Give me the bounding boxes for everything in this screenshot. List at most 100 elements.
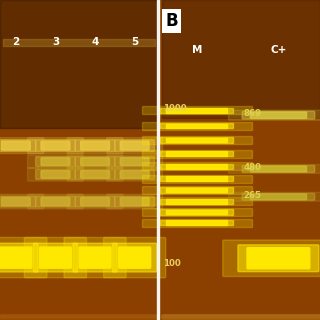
Bar [0,315,158,317]
Bar [162,317,320,320]
Bar [162,317,320,320]
FancyBboxPatch shape [75,196,115,207]
Bar [0,316,158,319]
Bar [162,316,320,318]
Bar [162,315,320,318]
FancyBboxPatch shape [79,247,111,268]
Bar [0,316,158,319]
Bar [142,149,252,158]
Bar [162,316,320,319]
FancyBboxPatch shape [115,140,155,151]
Bar [0,315,158,317]
Bar [0,317,158,319]
FancyBboxPatch shape [75,140,115,151]
Bar [162,317,320,320]
Bar [0,316,158,319]
FancyBboxPatch shape [81,171,109,178]
Bar [160,164,233,169]
Bar [0,316,158,319]
Bar [0,316,158,319]
Bar [0,317,158,320]
Bar [0,316,158,319]
Bar [0,317,158,320]
Bar [162,317,320,320]
Bar [166,176,227,181]
Bar [162,317,320,319]
Bar [162,315,320,318]
Bar [162,315,320,317]
Bar [162,316,320,319]
Bar [0,0,158,128]
Bar [162,316,320,319]
Bar [0,315,158,317]
Bar [162,316,320,319]
Bar [162,317,320,320]
Bar [0,316,158,318]
Bar [162,315,320,317]
Bar [0,316,158,319]
FancyBboxPatch shape [0,194,44,209]
Bar [0,317,158,320]
Bar [162,317,320,320]
Bar [162,316,320,319]
Text: M: M [192,44,202,55]
Bar [162,315,320,318]
Bar [162,317,320,319]
Bar [0,317,158,319]
Bar [0,317,158,319]
FancyBboxPatch shape [1,141,30,150]
Bar [0,316,158,318]
Text: 3: 3 [52,36,59,47]
Bar [0,316,158,318]
Bar [166,138,227,142]
Bar [0,315,158,318]
Bar [162,316,320,319]
Bar [0,316,158,319]
Bar [162,316,320,318]
Bar [0,316,158,318]
Bar [3,39,155,46]
FancyBboxPatch shape [64,237,126,278]
Bar [162,316,320,318]
Bar [162,316,320,318]
FancyBboxPatch shape [75,156,115,167]
Bar [0,316,158,318]
Bar [0,315,158,318]
Bar [162,315,320,318]
FancyBboxPatch shape [39,247,71,268]
Bar [0,317,158,320]
Bar [162,317,320,320]
Bar [162,315,320,317]
Bar [162,316,320,319]
Bar [0,317,158,320]
Bar [0,316,158,319]
Bar [0,317,158,320]
Bar [0,317,158,320]
Bar [0,315,158,318]
Bar [0,316,158,319]
Bar [160,176,233,181]
FancyBboxPatch shape [67,194,123,209]
Bar [162,315,320,318]
Bar [142,219,252,227]
Bar [160,220,233,225]
Bar [162,315,320,318]
Bar [162,315,320,318]
FancyBboxPatch shape [120,141,149,150]
FancyBboxPatch shape [0,237,47,278]
Bar [162,316,320,319]
Bar [0,317,158,320]
Bar [162,316,320,319]
Bar [162,316,320,318]
FancyBboxPatch shape [115,196,155,207]
Bar [0,316,158,318]
Bar [142,186,252,194]
FancyBboxPatch shape [0,243,38,272]
Bar [162,316,320,319]
Bar [162,317,320,319]
Bar [0,316,158,318]
Bar [0,315,158,318]
FancyBboxPatch shape [81,197,109,206]
Bar [162,316,320,319]
Bar [162,317,320,320]
